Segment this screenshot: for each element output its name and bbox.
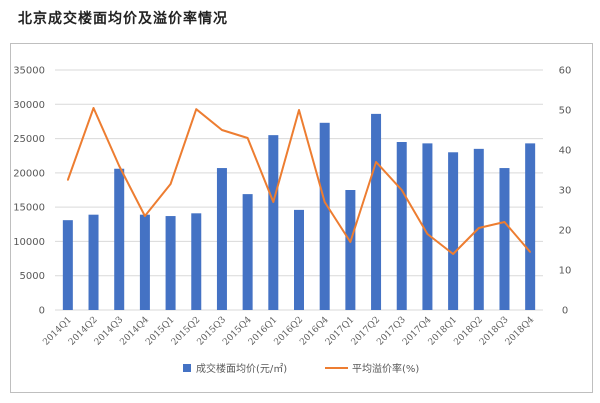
right-axis-tick-label: 60	[559, 66, 572, 77]
bar	[345, 190, 356, 310]
line-point	[92, 107, 95, 109]
line-point	[118, 165, 121, 167]
left-axis-tick-label: 5000	[20, 271, 45, 282]
bar	[62, 220, 73, 310]
bar	[114, 168, 125, 310]
bar	[268, 135, 279, 310]
bar	[242, 194, 253, 310]
bar	[191, 213, 202, 310]
chart-title: 北京成交楼面均价及溢价率情况	[18, 11, 228, 27]
bar	[499, 168, 510, 310]
chart-frame	[10, 43, 593, 393]
line-point	[477, 227, 480, 229]
line-point	[452, 253, 454, 255]
line-point	[323, 201, 326, 203]
bar	[88, 214, 99, 310]
legend-bar-swatch	[183, 364, 191, 372]
bar	[294, 209, 304, 310]
bar	[473, 148, 484, 310]
bar	[371, 113, 382, 310]
left-axis-tick-label: 10000	[13, 237, 45, 248]
line-point	[529, 251, 531, 253]
line-point	[503, 221, 506, 223]
right-axis-tick-label: 50	[559, 106, 572, 117]
right-axis-tick-label: 0	[562, 306, 568, 317]
right-axis-tick-label: 30	[559, 186, 572, 197]
legend: 成交楼面均价(元/㎡) 平均溢价率(%)	[183, 362, 419, 375]
line-point	[169, 183, 172, 185]
left-axis-tick-label: 30000	[13, 100, 45, 111]
line-point	[400, 189, 403, 191]
line-point	[349, 241, 352, 243]
left-axis-tick-label: 25000	[13, 134, 45, 145]
bar	[448, 152, 459, 310]
line-point	[246, 137, 249, 139]
line-point	[144, 215, 146, 217]
line-point	[298, 109, 300, 111]
line-point	[67, 179, 69, 181]
bar	[396, 142, 407, 310]
x-axis-tick-label: 2018Q4	[504, 315, 537, 348]
left-axis-tick-label: 0	[39, 306, 45, 317]
line-point	[195, 108, 198, 110]
line-point	[272, 201, 275, 203]
left-axis-tick-label: 15000	[13, 203, 45, 214]
x-axis-ticks: 2014Q12014Q22014Q32014Q42015Q12015Q22015…	[41, 315, 536, 348]
bar	[319, 122, 330, 310]
right-axis-ticks: 0 10 20 30 40 50 60	[559, 66, 572, 317]
right-axis-tick-label: 10	[559, 266, 572, 277]
line-point	[375, 161, 377, 163]
bar-series	[62, 113, 536, 310]
bar	[216, 168, 227, 310]
bar	[165, 216, 176, 310]
line-series	[66, 107, 531, 255]
left-axis-tick-label: 35000	[13, 66, 45, 77]
bar	[525, 143, 536, 310]
right-axis-tick-label: 40	[559, 146, 572, 157]
left-axis-ticks: 0 5000 10000 15000 20000 25000 30000 35000	[13, 66, 45, 317]
line-point	[221, 129, 223, 131]
bar	[422, 143, 433, 310]
legend-line-label: 平均溢价率(%)	[352, 362, 419, 375]
line-point	[426, 233, 429, 235]
right-axis-tick-label: 20	[559, 226, 572, 237]
left-axis-tick-label: 20000	[13, 168, 45, 179]
legend-bar-label: 成交楼面均价(元/㎡)	[196, 362, 287, 375]
bar	[139, 214, 150, 310]
